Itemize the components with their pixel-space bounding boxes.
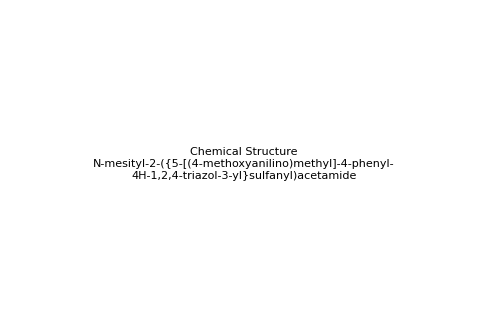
Text: Chemical Structure
N-mesityl-2-({5-[(4-methoxyanilino)methyl]-4-phenyl-
4H-1,2,4: Chemical Structure N-mesityl-2-({5-[(4-m… xyxy=(93,147,395,181)
